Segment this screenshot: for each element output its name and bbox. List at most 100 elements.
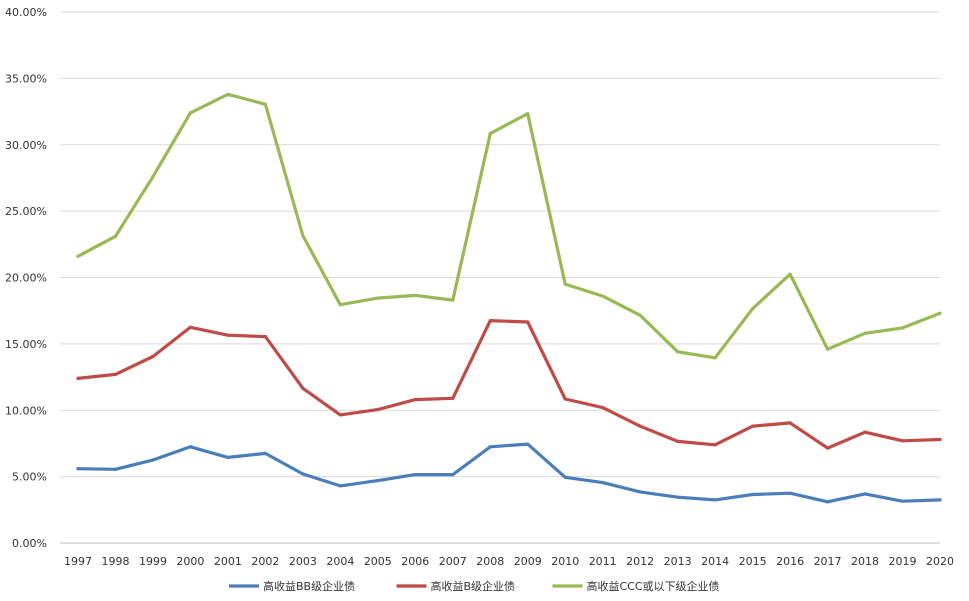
series-lines: [76, 92, 942, 504]
data-point: [151, 175, 155, 179]
data-point: [226, 455, 230, 459]
data-point: [263, 451, 267, 455]
x-tick-label: 2003: [289, 555, 317, 568]
data-point: [601, 480, 605, 485]
data-point: [638, 490, 642, 494]
data-point: [676, 439, 680, 444]
data-point: [301, 472, 305, 476]
data-point: [413, 398, 417, 402]
data-point: [151, 354, 155, 359]
x-tick-label: 2005: [364, 555, 392, 568]
data-point: [338, 413, 342, 417]
data-point: [376, 296, 380, 300]
legend-item: 高收益BB级企业债: [229, 579, 355, 593]
data-point: [338, 484, 342, 488]
data-point: [526, 442, 530, 446]
data-point: [263, 102, 267, 106]
y-tick-label: 15.00%: [5, 338, 47, 351]
x-tick-label: 1999: [139, 555, 167, 568]
data-point: [825, 446, 830, 450]
data-point: [451, 396, 455, 400]
x-tick-label: 2011: [589, 555, 617, 568]
series-3: [76, 92, 942, 360]
x-tick-label: 2010: [551, 555, 579, 568]
legend: 高收益BB级企业债 高收益B级企业债 高收益CCC或以下级企业债: [229, 579, 720, 593]
data-point: [900, 499, 905, 503]
series-2: [76, 319, 942, 450]
y-tick-label: 40.00%: [5, 6, 47, 19]
x-tick-label: 2013: [664, 555, 692, 568]
data-point: [488, 445, 492, 449]
data-point: [676, 350, 680, 354]
x-tick-label: 2007: [439, 555, 467, 568]
data-point: [938, 311, 942, 315]
data-point: [788, 491, 792, 495]
data-point: [825, 500, 830, 504]
data-point: [863, 430, 867, 434]
data-point: [76, 467, 80, 471]
y-tick-label: 35.00%: [5, 72, 47, 85]
x-axis-tick-labels: 1997 1998 1999 2000 2001 2002 2003 2004 2005 2006…: [64, 555, 954, 568]
data-point: [601, 405, 605, 410]
x-tick-label: 2001: [214, 555, 242, 568]
y-tick-label: 10.00%: [5, 404, 47, 417]
data-point: [113, 467, 118, 471]
y-tick-label: 20.00%: [5, 272, 47, 285]
legend-label: 高收益B级企业债: [431, 579, 516, 593]
data-point: [338, 303, 342, 307]
x-tick-label: 2017: [814, 555, 842, 568]
x-tick-label: 2006: [401, 555, 429, 568]
legend-item: 高收益CCC或以下级企业债: [552, 579, 720, 593]
data-point: [413, 473, 417, 477]
data-point: [76, 254, 80, 258]
data-point: [900, 326, 905, 330]
data-point: [376, 479, 380, 483]
data-point: [188, 111, 193, 115]
data-point: [151, 458, 155, 462]
data-point: [601, 294, 605, 298]
series-line: [76, 442, 942, 504]
series-1: [76, 442, 942, 504]
x-tick-label: 2020: [926, 555, 954, 568]
data-point: [526, 111, 530, 116]
legend-label: 高收益BB级企业债: [263, 579, 355, 593]
data-point: [751, 424, 755, 428]
x-tick-label: 2016: [776, 555, 804, 568]
series-line: [76, 92, 942, 360]
y-tick-label: 0.00%: [12, 537, 47, 550]
x-tick-label: 2015: [739, 555, 767, 568]
data-point: [301, 234, 305, 238]
x-tick-label: 2000: [176, 555, 204, 568]
data-point: [188, 325, 193, 329]
data-point: [526, 320, 530, 324]
data-point: [188, 445, 193, 449]
data-point: [226, 333, 230, 337]
y-tick-label: 30.00%: [5, 139, 47, 152]
y-tick-label: 25.00%: [5, 205, 47, 218]
y-tick-label: 5.00%: [12, 471, 47, 484]
data-point: [713, 356, 717, 360]
series-line: [76, 319, 942, 450]
data-point: [638, 313, 642, 317]
data-point: [900, 439, 905, 443]
data-point: [676, 495, 680, 499]
data-point: [788, 272, 792, 276]
x-tick-label: 1998: [101, 555, 129, 568]
x-tick-label: 2004: [326, 555, 354, 568]
grid: [60, 11, 940, 544]
data-point: [563, 397, 567, 401]
data-point: [825, 347, 830, 351]
y-axis-tick-labels: 0.00% 5.00% 10.00% 15.00% 20.00% 25.00% 30.00%…: [5, 6, 47, 550]
data-point: [863, 492, 867, 496]
data-point: [113, 372, 118, 377]
data-point: [938, 437, 942, 442]
x-tick-label: 1997: [64, 555, 92, 568]
data-point: [751, 492, 755, 497]
data-point: [863, 331, 867, 335]
data-point: [226, 92, 230, 96]
data-point: [413, 293, 417, 298]
legend-item: 高收益B级企业债: [396, 579, 516, 593]
x-tick-label: 2019: [889, 555, 917, 568]
data-point: [788, 421, 792, 425]
